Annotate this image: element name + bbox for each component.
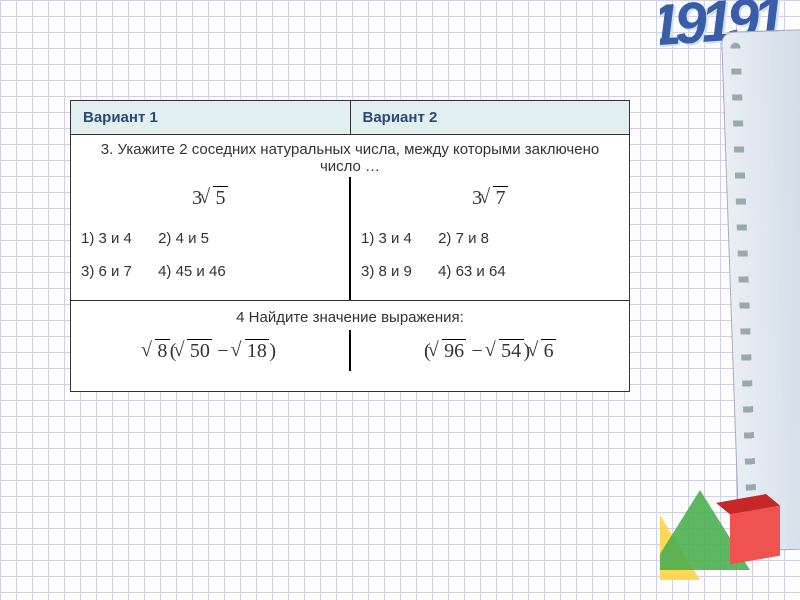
header-variant-1: Вариант 1 xyxy=(71,101,350,134)
task3-variant1: 35 1) 3 и 4 2) 4 и 5 3) 6 и 7 4) 45 и 46 xyxy=(71,177,349,300)
task4-v2-expression: (96 − 54)6 xyxy=(351,330,629,371)
task4-prompt: 4 Найдите значение выражения: xyxy=(71,301,629,330)
task3-v2-options: 1) 3 и 4 2) 7 и 8 3) 8 и 9 4) 63 и 64 xyxy=(361,222,619,288)
option: 1) 3 и 4 xyxy=(81,222,132,255)
task4-row: 8(50 − 18) (96 − 54)6 xyxy=(71,330,629,391)
option: 3) 6 и 7 xyxy=(81,255,132,288)
radicand: 7 xyxy=(493,186,508,209)
task3-v2-expression: 37 xyxy=(361,187,619,210)
decorative-sidebar: 1219191 xyxy=(660,0,800,600)
radicand: 5 xyxy=(213,186,228,209)
task3-v1-options: 1) 3 и 4 2) 4 и 5 3) 6 и 7 4) 45 и 46 xyxy=(81,222,339,288)
option: 3) 8 и 9 xyxy=(361,255,412,288)
option: 1) 3 и 4 xyxy=(361,222,412,255)
worksheet-table: Вариант 1 Вариант 2 3. Укажите 2 соседни… xyxy=(70,100,630,392)
decorative-shapes xyxy=(660,410,790,590)
option: 2) 7 и 8 xyxy=(438,222,489,255)
rad-a: 96 xyxy=(442,339,467,362)
option: 4) 63 и 64 xyxy=(438,255,506,288)
outer-rad: 8 xyxy=(155,339,170,362)
rad-a: 50 xyxy=(187,339,212,362)
task3-variant2: 37 1) 3 и 4 2) 7 и 8 3) 8 и 9 4) 63 и 64 xyxy=(351,177,629,300)
task3-prompt: 3. Укажите 2 соседних натуральных числа,… xyxy=(71,135,629,177)
header-variant-2: Вариант 2 xyxy=(350,101,630,134)
rad-b: 54 xyxy=(499,339,524,362)
rad-b: 18 xyxy=(245,339,270,362)
table-header-row: Вариант 1 Вариант 2 xyxy=(71,101,629,135)
task4-v1-expression: 8(50 − 18) xyxy=(71,330,349,371)
option: 2) 4 и 5 xyxy=(158,222,209,255)
task3-row: 35 1) 3 и 4 2) 4 и 5 3) 6 и 7 4) 45 и 46… xyxy=(71,177,629,301)
red-cube xyxy=(730,506,780,565)
task3-v1-expression: 35 xyxy=(81,187,339,210)
option: 4) 45 и 46 xyxy=(158,255,226,288)
outer-rad: 6 xyxy=(541,339,556,362)
